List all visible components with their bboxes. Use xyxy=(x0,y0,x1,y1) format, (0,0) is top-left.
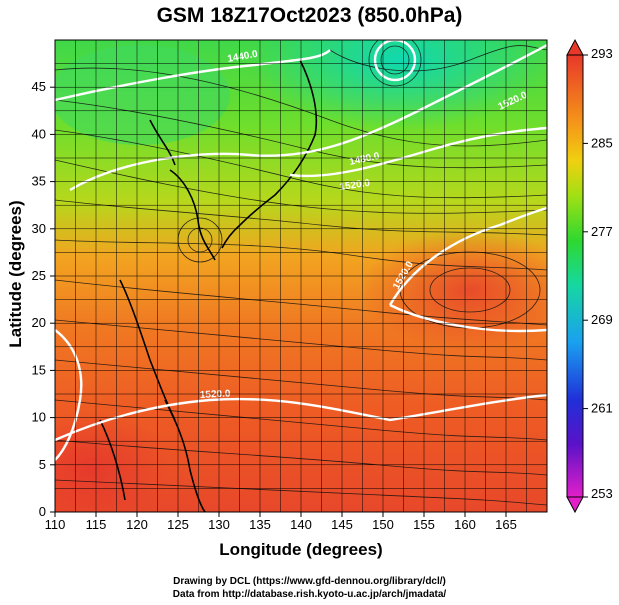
x-tick-label: 135 xyxy=(249,517,271,532)
y-tick-label: 25 xyxy=(32,268,46,283)
y-tick-label: 30 xyxy=(32,221,46,236)
y-tick-label: 0 xyxy=(39,504,46,519)
y-tick-label: 20 xyxy=(32,315,46,330)
colorbar-tick-label: 277 xyxy=(591,224,613,239)
x-tick-label: 130 xyxy=(208,517,230,532)
height-contours xyxy=(55,40,547,461)
x-tick-label: 165 xyxy=(495,517,517,532)
x-tick-label: 120 xyxy=(126,517,148,532)
contour-label-1440: 1440.0 xyxy=(227,49,259,65)
y-tick-label: 45 xyxy=(32,79,46,94)
streamlines xyxy=(55,40,547,506)
colorbar-tick-label: 269 xyxy=(591,312,613,327)
contour-label-1520-c: 1520.0 xyxy=(200,388,232,401)
y-tick-label: 15 xyxy=(32,362,46,377)
y-tick-label: 40 xyxy=(32,126,46,141)
y-tick-label: 5 xyxy=(39,457,46,472)
x-tick-label: 150 xyxy=(372,517,394,532)
colorbar-tick-label: 285 xyxy=(591,135,613,150)
colorbar-tick-label: 253 xyxy=(591,486,613,501)
x-axis: 110 115 120 125 130 135 140 145 150 155 160 165 xyxy=(45,512,517,532)
x-tick-label: 145 xyxy=(331,517,353,532)
y-axis-label: Latitude (degrees) xyxy=(6,200,25,348)
x-tick-label: 140 xyxy=(290,517,312,532)
colorbar: 253 261 269 277 285 293 xyxy=(566,38,613,514)
chart-title: GSM 18Z17Oct2023 (850.0hPa) xyxy=(156,4,463,27)
x-tick-label: 125 xyxy=(167,517,189,532)
colorbar-tick-label: 261 xyxy=(591,401,613,416)
grid xyxy=(55,40,547,512)
y-tick-label: 35 xyxy=(32,174,46,189)
credit-data: Data from http://database.rish.kyoto-u.a… xyxy=(172,589,447,600)
x-tick-label: 160 xyxy=(454,517,476,532)
x-tick-label: 155 xyxy=(413,517,435,532)
y-tick-label: 10 xyxy=(32,410,46,425)
x-axis-label: Longitude (degrees) xyxy=(219,540,383,559)
x-tick-label: 110 xyxy=(45,517,66,532)
credit-drawing: Drawing by DCL (https://www.gfd-dennou.o… xyxy=(173,576,446,587)
y-axis: 0 5 10 15 20 25 30 35 40 45 xyxy=(32,79,55,519)
japan-coastline xyxy=(99,59,318,512)
colorbar-tick-label: 293 xyxy=(591,46,613,61)
x-tick-label: 115 xyxy=(86,517,107,532)
